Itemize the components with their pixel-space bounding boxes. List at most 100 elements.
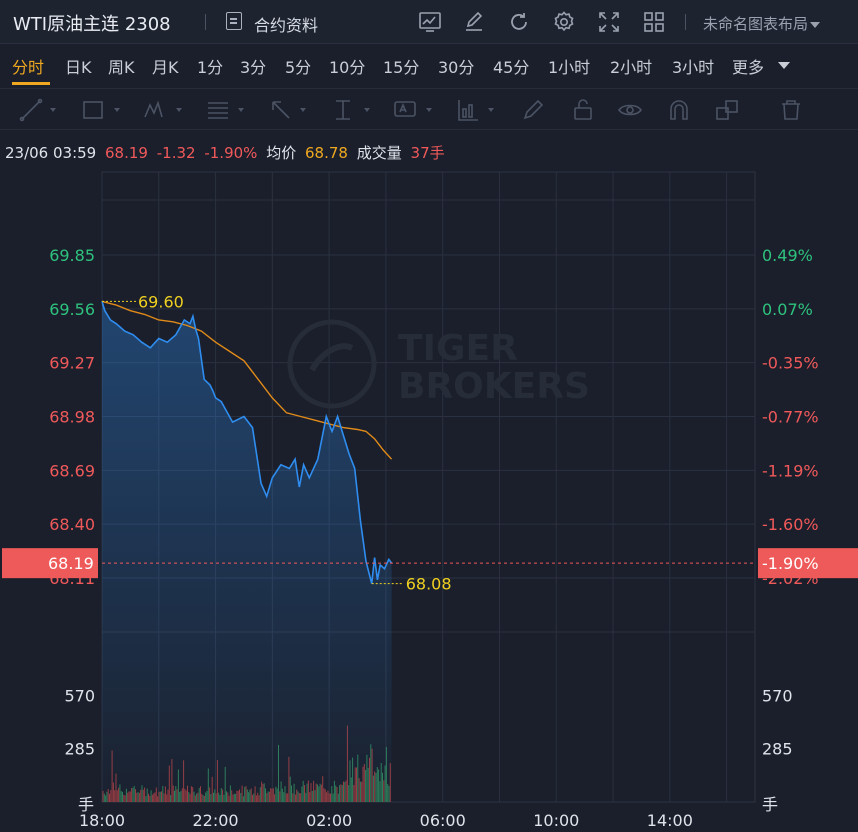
trash-icon[interactable] [778,97,804,123]
price-area-fill [102,301,392,802]
lock-icon[interactable] [570,97,596,123]
grid-layout-icon[interactable] [642,10,666,34]
timeshare-chart[interactable]: TIGER BROKERS 69.8569.5669.2768.9868.696… [0,170,858,832]
info-volume: 37手 [410,144,445,162]
pen-icon[interactable] [520,97,546,123]
current-pct-tag [758,548,858,579]
document-icon[interactable] [226,12,242,30]
price-axis-label: 69.85 [49,246,95,265]
edit-icon[interactable] [462,10,486,34]
interval-month[interactable]: 月K [152,58,179,77]
indicator-tool-icon[interactable] [455,97,481,123]
price-axis-label: 69.56 [49,300,95,319]
active-interval-indicator [12,82,50,85]
price-axis-label: 68.98 [49,408,95,427]
watermark-line2: BROKERS [398,366,590,407]
interval-1min[interactable]: 1分 [197,58,224,77]
rectangle-tool-icon[interactable] [80,97,106,123]
measure-tool-icon[interactable] [330,97,356,123]
current-pct-tag-label: -1.90% [762,554,819,573]
average-price-line [101,300,393,460]
interval-1hour[interactable]: 1小时 [548,58,591,77]
pct-axis-label: -1.19% [762,461,819,480]
layout-name-label: 未命名图表布局 [703,15,809,33]
chevron-down-icon[interactable] [176,108,182,112]
contract-info-button[interactable]: 合约资料 [254,16,319,35]
time-axis-label: 14:00 [647,811,693,830]
volume-axis-label: 285 [762,740,793,759]
time-axis-label: 10:00 [533,811,579,830]
interval-2hour[interactable]: 2小时 [610,58,653,77]
instrument-title[interactable]: WTI原油主连 2308 [13,14,171,35]
divider [685,14,686,30]
quote-info-line: 23/06 03:59 68.19 -1.32 -1.90% 均价 68.78 … [5,142,449,163]
info-avg-price: 68.78 [305,144,348,162]
chevron-down-icon[interactable] [778,62,790,69]
pct-axis-label: -0.77% [762,408,819,427]
interval-15min[interactable]: 15分 [383,58,420,77]
watermark-line1: TIGER [398,328,518,369]
pct-axis-label: -0.35% [762,354,819,373]
high-price-label: 69.60 [138,292,184,311]
interval-3hour[interactable]: 3小时 [672,58,715,77]
volume-axis-label: 570 [762,686,793,705]
interval-10min[interactable]: 10分 [329,58,366,77]
pct-axis-label: 0.49% [762,246,813,265]
interval-timeshare[interactable]: 分时 [12,58,45,77]
interval-5min[interactable]: 5分 [285,58,312,77]
interval-30min[interactable]: 30分 [438,58,475,77]
interval-week[interactable]: 周K [108,58,135,77]
chevron-down-icon[interactable] [50,108,56,112]
interval-45min[interactable]: 45分 [493,58,530,77]
chart-annotations: 69.60 68.08 68.19 -1.90% [2,292,858,594]
volume-axis-label: 570 [64,686,95,705]
price-line [101,301,393,584]
info-datetime: 23/06 03:59 [5,144,97,162]
title-bar: WTI原油主连 2308 合约资料 未命名图表布局 [0,0,858,44]
low-price-label: 68.08 [406,575,452,594]
volume-unit-label: 手 [762,795,778,814]
refresh-icon[interactable] [507,10,531,34]
info-avg-label: 均价 [266,144,297,162]
info-volume-label: 成交量 [356,144,402,162]
chevron-down-icon[interactable] [488,108,494,112]
chevron-down-icon[interactable] [364,108,370,112]
pct-axis-label: -1.60% [762,515,819,534]
text-tool-icon[interactable] [392,97,418,123]
interval-more[interactable]: 更多 [732,58,765,77]
price-axis-label: 68.40 [49,515,95,534]
layers-icon[interactable] [714,97,740,123]
interval-bar: 分时 日K 周K 月K 1分 3分 5分 10分 15分 30分 45分 1小时… [0,44,858,86]
drawing-toolbar [0,88,858,130]
fib-tool-icon[interactable] [205,97,231,123]
fullscreen-icon[interactable] [597,10,621,34]
layout-selector[interactable]: 未命名图表布局 [703,13,821,34]
info-change-pct: -1.90% [204,144,258,162]
line-tool-icon[interactable] [18,97,44,123]
current-price-tag [2,548,98,579]
time-axis-label: 18:00 [79,811,125,830]
interval-day[interactable]: 日K [65,58,92,77]
chevron-down-icon[interactable] [426,108,432,112]
info-change: -1.32 [156,144,196,162]
chart-settings-icon[interactable] [418,10,442,34]
chevron-down-icon [810,21,821,28]
price-axis-label: 69.27 [49,354,95,373]
arrow-tool-icon[interactable] [268,97,294,123]
pattern-tool-icon[interactable] [142,97,168,123]
volume-axis-label: 285 [64,740,95,759]
eye-icon[interactable] [617,97,643,123]
chevron-down-icon[interactable] [114,108,120,112]
pct-axis-label: 0.07% [762,300,813,319]
volume-unit-label: 手 [78,795,94,814]
interval-3min[interactable]: 3分 [240,58,267,77]
gear-icon[interactable] [552,10,576,34]
info-price: 68.19 [105,144,148,162]
chevron-down-icon[interactable] [238,108,244,112]
time-axis-label: 06:00 [420,811,466,830]
divider [205,14,206,30]
current-price-tag-label: 68.19 [48,554,94,573]
chevron-down-icon[interactable] [300,108,306,112]
magnet-icon[interactable] [666,97,692,123]
price-axis-label: 68.69 [49,461,95,480]
